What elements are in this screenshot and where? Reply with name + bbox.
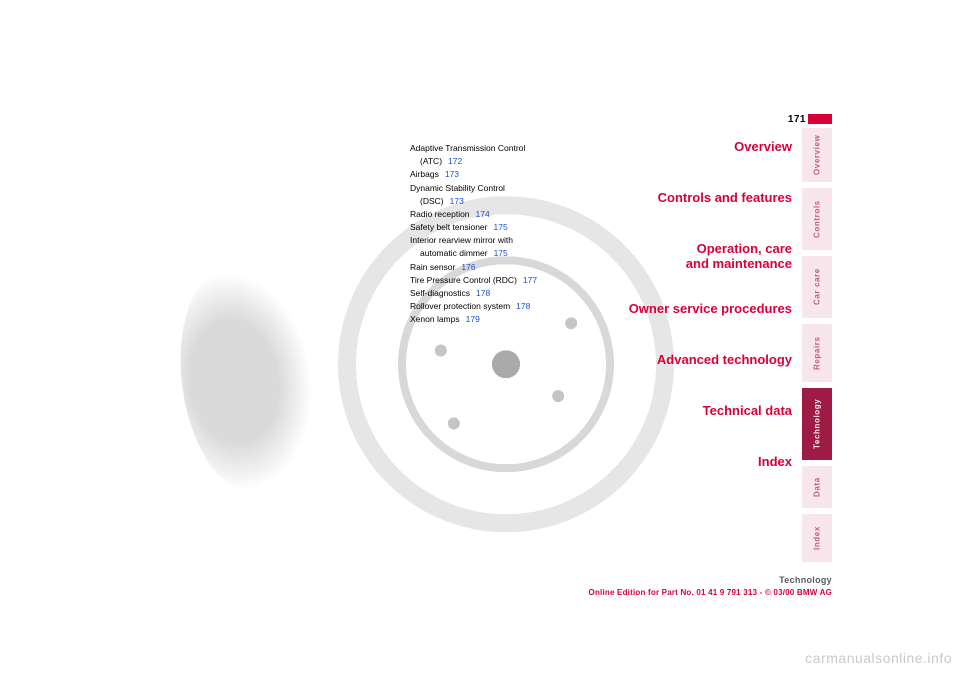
toc-label: Interior rearview mirror with xyxy=(410,235,513,245)
section-heading: Owner service procedures xyxy=(572,302,792,317)
toc-page-link[interactable]: 173 xyxy=(444,196,464,206)
toc-label: Dynamic Stability Control xyxy=(410,183,505,193)
toc-page-link[interactable]: 175 xyxy=(488,248,508,258)
toc-label: Self-diagnostics xyxy=(410,288,470,298)
section-heading: Operation, careand maintenance xyxy=(572,242,792,272)
toc-label: (ATC) xyxy=(420,156,442,166)
toc-label: Safety belt tensioner xyxy=(410,222,488,232)
toc-page-link[interactable]: 175 xyxy=(488,222,508,232)
toc-page-link[interactable]: 172 xyxy=(442,156,462,166)
toc-label: automatic dimmer xyxy=(420,248,488,258)
toc-page-link[interactable]: 178 xyxy=(510,301,530,311)
section-heading: Technical data xyxy=(572,404,792,419)
toc-label: Rollover protection system xyxy=(410,301,510,311)
toc-label: Tire Pressure Control (RDC) xyxy=(410,275,517,285)
toc-page-link[interactable]: 177 xyxy=(517,275,537,285)
toc-label: Xenon lamps xyxy=(410,314,460,324)
toc-label: Adaptive Transmission Control xyxy=(410,143,525,153)
toc-label: Radio reception xyxy=(410,209,470,219)
toc-page-link[interactable]: 174 xyxy=(470,209,490,219)
toc-page-link[interactable]: 173 xyxy=(439,169,459,179)
side-tab[interactable]: Controls xyxy=(802,188,832,250)
section-heading: Index xyxy=(572,455,792,470)
page-number: 171 xyxy=(788,114,806,125)
section-heading: Overview xyxy=(572,140,792,155)
toc-label: Airbags xyxy=(410,169,439,179)
watermark: carmanualsonline.info xyxy=(805,650,952,666)
side-tab[interactable]: Index xyxy=(802,514,832,562)
section-headings: Overview Controls and features Operation, … xyxy=(572,140,792,506)
section-heading: Controls and features xyxy=(572,191,792,206)
side-tab[interactable]: Technology xyxy=(802,388,832,460)
side-tab[interactable]: Data xyxy=(802,466,832,508)
toc-label: (DSC) xyxy=(420,196,444,206)
page-number-bar xyxy=(808,114,832,124)
toc-page-link[interactable]: 179 xyxy=(460,314,480,324)
side-tabs: Overview Controls Car care Repairs Technolog… xyxy=(802,128,832,562)
side-tab[interactable]: Car care xyxy=(802,256,832,318)
toc-page-link[interactable]: 176 xyxy=(455,262,475,272)
section-heading: Advanced technology xyxy=(572,353,792,368)
toc-page-link[interactable]: 178 xyxy=(470,288,490,298)
side-tab[interactable]: Repairs xyxy=(802,324,832,382)
footer-subtitle: Online Edition for Part No. 01 41 9 791 … xyxy=(589,588,832,597)
footer-title: Technology xyxy=(779,575,832,585)
side-tab[interactable]: Overview xyxy=(802,128,832,182)
toc-label: Rain sensor xyxy=(410,262,455,272)
